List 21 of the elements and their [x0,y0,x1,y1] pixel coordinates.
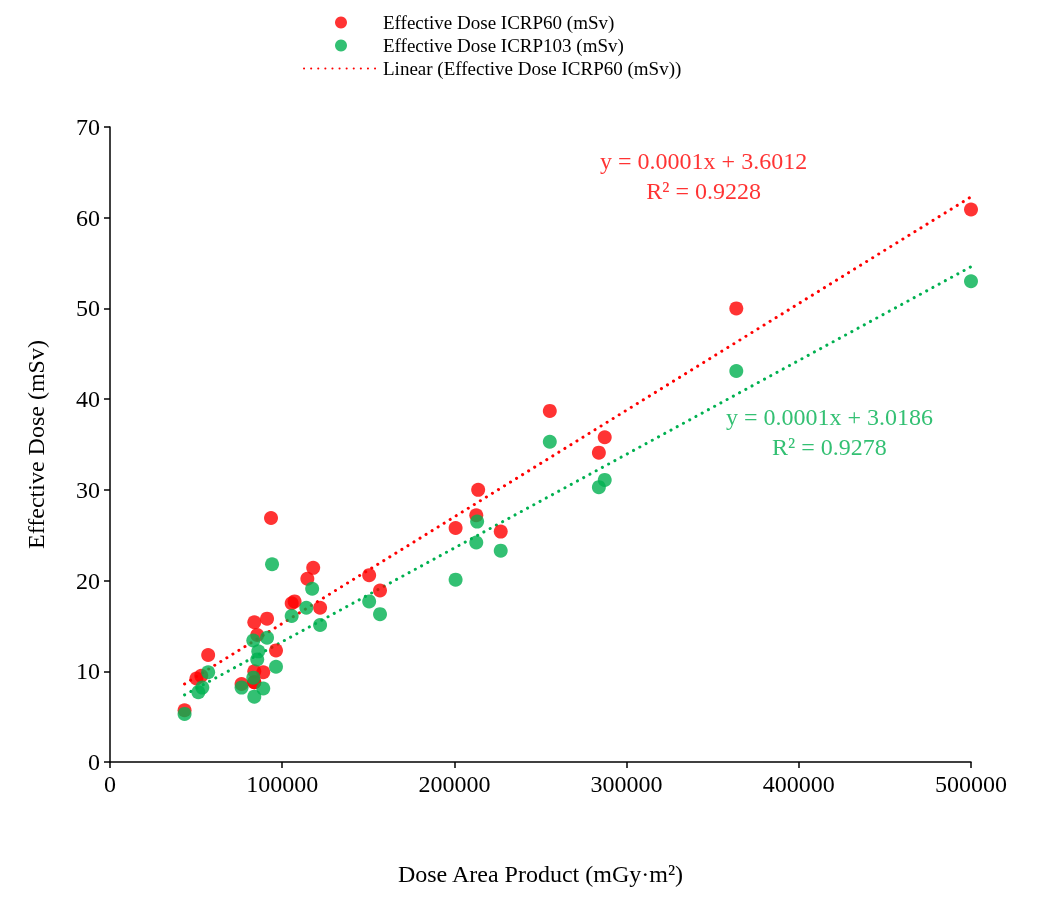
y-tick-label: 10 [76,658,100,685]
y-tick-label: 20 [76,567,100,594]
y-tick-label: 30 [76,476,100,503]
y-axis-title: Effective Dose (mSv) [23,340,49,549]
x-tick-label: 0 [104,771,116,797]
legend-label: Effective Dose ICRP60 (mSv) [383,12,615,34]
annotation: y = 0.0001x + 3.0186 R² = 0.9278 [725,403,933,460]
x-tick-label: 500000 [935,771,1007,797]
y-tick-label: 0 [88,749,100,775]
x-tick-label: 100000 [246,771,319,797]
legend-label: Linear (Effective Dose ICRP60 (mSv)) [383,58,682,80]
legend-label: Effective Dose ICRP103 (mSv) [383,35,624,57]
y-tick-label: 40 [76,386,100,413]
y-tick-label: 50 [76,295,100,322]
x-tick-label: 200000 [418,771,491,797]
y-tick-label: 70 [76,114,100,140]
x-tick-label: 300000 [590,771,663,797]
annotation: y = 0.0001x + 3.6012 R² = 0.9228 [600,148,808,205]
x-axis-title: Dose Area Product (mGy·m²) [397,861,684,887]
y-tick-label: 60 [76,204,100,231]
x-tick-label: 400000 [762,771,835,797]
